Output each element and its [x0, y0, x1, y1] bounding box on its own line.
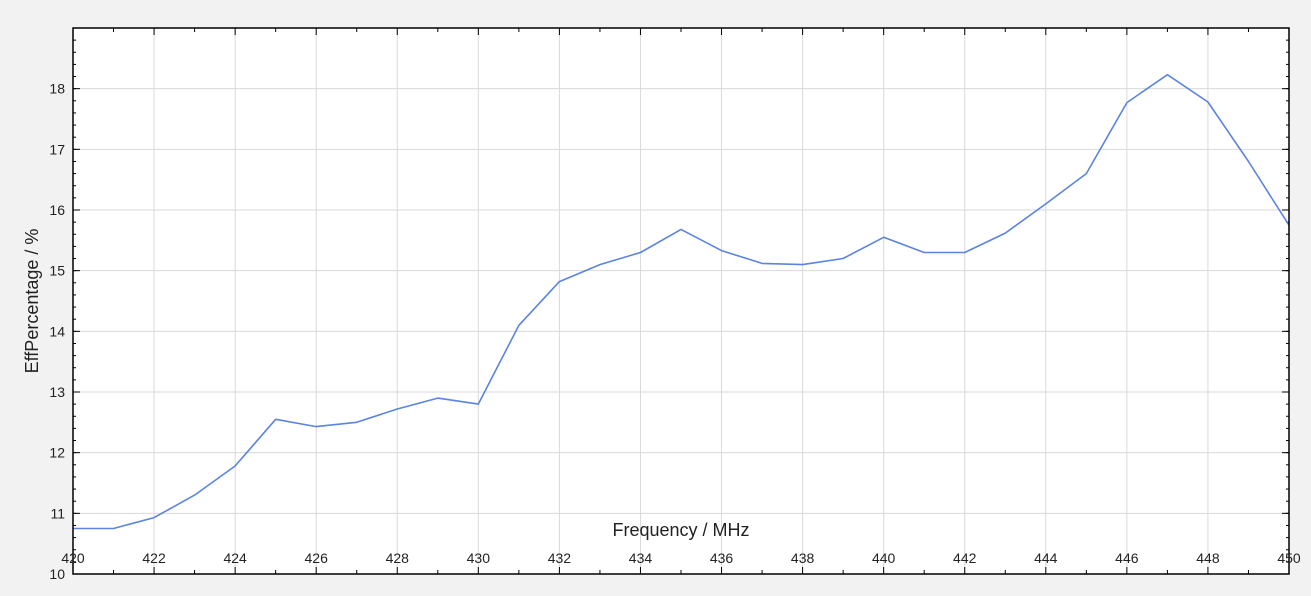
data-point [1085, 172, 1087, 174]
plot-background [73, 28, 1289, 574]
data-point [518, 324, 520, 326]
x-tick-label: 430 [467, 550, 491, 566]
data-point [112, 527, 114, 529]
data-point [599, 263, 601, 265]
data-point [882, 236, 884, 238]
series-line [73, 73, 1290, 530]
data-point [842, 257, 844, 259]
x-tick-label: 442 [953, 550, 977, 566]
y-tick-label: 12 [49, 445, 65, 461]
data-point [1004, 232, 1006, 234]
x-tick-label: 448 [1196, 550, 1220, 566]
data-point [1045, 203, 1047, 205]
data-point [396, 408, 398, 410]
data-point [193, 494, 195, 496]
x-tick-label: 436 [710, 550, 734, 566]
y-axis-label: EffPercentage / % [22, 229, 42, 374]
plot-frame [72, 27, 1290, 575]
x-tick-label: 444 [1034, 550, 1058, 566]
data-point [680, 228, 682, 230]
y-tick-labels: 10 11 12 13 14 15 16 17 18 [49, 81, 65, 582]
x-tick-label: 440 [872, 550, 896, 566]
y-tick-label: 13 [49, 384, 65, 400]
data-point [761, 262, 763, 264]
x-axis-label: Frequency / MHz [612, 520, 749, 540]
x-tick-label: 434 [629, 550, 653, 566]
data-point [234, 465, 236, 467]
x-tick-label: 426 [305, 550, 329, 566]
x-tick-label: 420 [61, 550, 85, 566]
data-point [1126, 101, 1128, 103]
grid [72, 28, 1290, 574]
data-point [1247, 160, 1249, 162]
data-point [356, 421, 358, 423]
data-point [720, 249, 722, 251]
data-point [558, 280, 560, 282]
x-tick-label: 422 [142, 550, 166, 566]
x-tick-label: 424 [223, 550, 247, 566]
x-tick-label: 432 [548, 550, 572, 566]
data-point [1166, 74, 1168, 76]
y-tick-label: 17 [49, 141, 65, 157]
data-point [639, 251, 641, 253]
x-tick-label: 428 [386, 550, 410, 566]
y-tick-label: 18 [49, 81, 65, 97]
x-tick-label: 438 [791, 550, 815, 566]
x-tick-label: 446 [1115, 550, 1139, 566]
data-point [315, 425, 317, 427]
y-tick-label: 15 [49, 263, 65, 279]
x-tick-labels: 420 422 424 426 428 430 432 434 436 438 440 442 444 4… [61, 550, 1301, 566]
y-tick-label: 11 [50, 505, 65, 521]
data-point [274, 418, 276, 420]
x-tick-label: 450 [1277, 550, 1301, 566]
data-point [1207, 101, 1209, 103]
data-point [801, 263, 803, 265]
data-point [153, 516, 155, 518]
data-point [437, 397, 439, 399]
y-tick-label: 16 [49, 202, 65, 218]
y-tick-label: 10 [49, 566, 65, 582]
data-point [477, 403, 479, 405]
y-tick-label: 14 [49, 323, 65, 339]
data-point [923, 251, 925, 253]
data-point [964, 251, 966, 253]
series-layer [73, 73, 1290, 530]
